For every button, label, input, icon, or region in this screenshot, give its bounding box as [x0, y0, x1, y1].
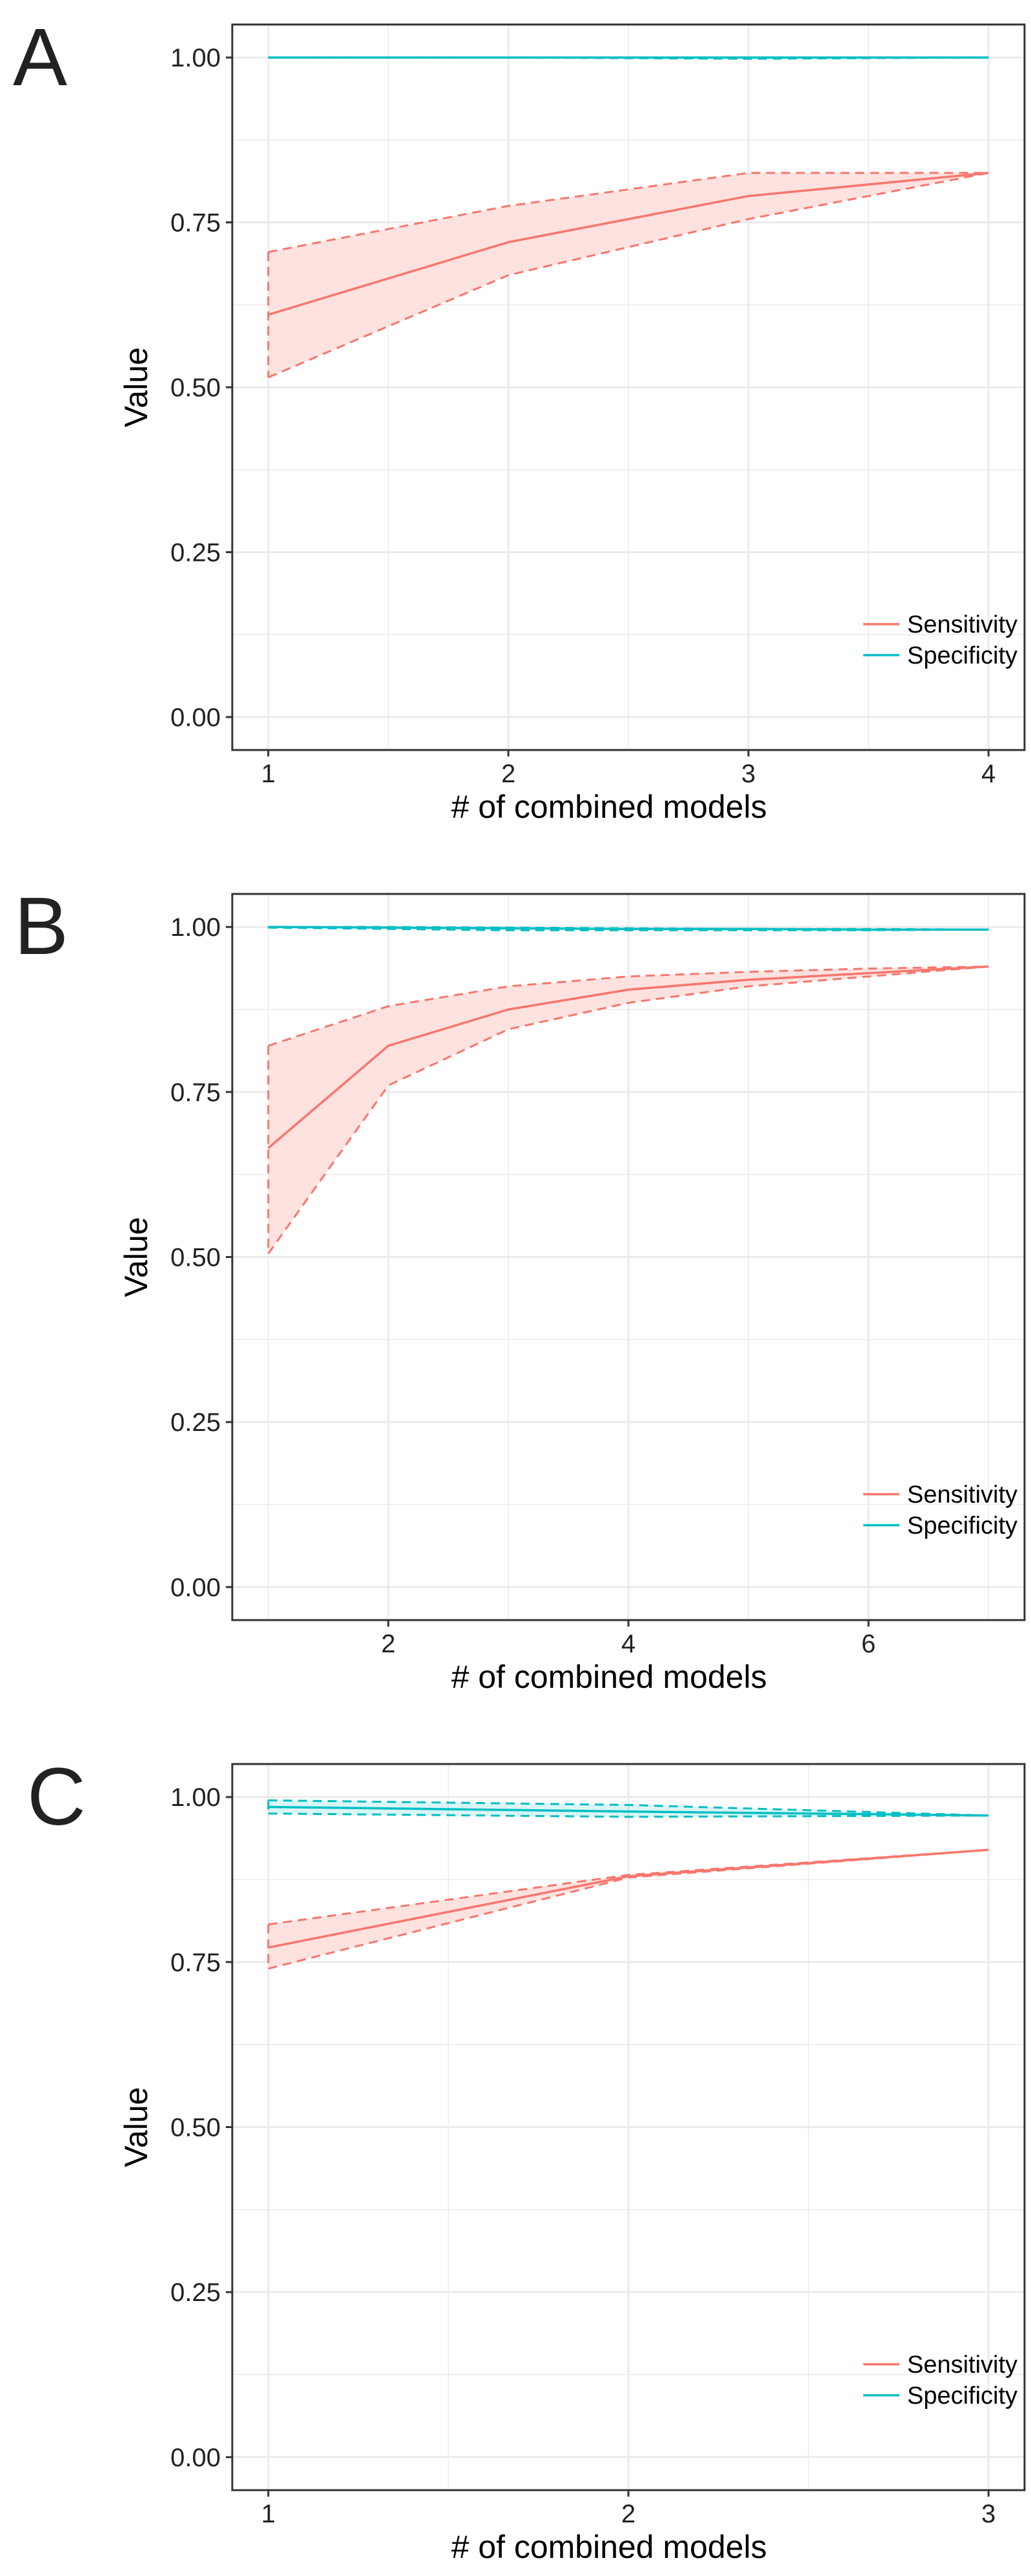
y-axis-title: Value	[118, 347, 154, 427]
specificity-point	[867, 928, 870, 931]
y-axis-title: Value	[118, 2087, 154, 2167]
specificity-point	[627, 1810, 630, 1813]
x-axis-title: # of combined models	[451, 1659, 766, 1695]
x-tick-label: 2	[621, 2500, 636, 2528]
sensitivity-point	[987, 1849, 990, 1851]
sensitivity-confidence-band	[268, 1849, 989, 1969]
sensitivity-point	[747, 195, 750, 198]
x-axis-title: # of combined models	[451, 789, 766, 825]
y-tick-label: 0.00	[170, 704, 221, 732]
y-tick-label: 1.00	[170, 44, 221, 72]
chart-panel-c: C 0.00 0.25 0.50 0.75 1.00 1 2 3 # of combined mo…	[27, 1751, 1026, 2565]
sensitivity-confidence-band	[268, 966, 989, 1254]
sensitivity-point	[267, 314, 270, 316]
sensitivity-point	[387, 1044, 390, 1047]
sensitivity-line	[267, 965, 989, 1150]
sensitivity-line	[268, 172, 989, 316]
legend-label-specificity: Specificity	[907, 642, 1017, 669]
y-tick-label: 0.25	[170, 538, 221, 567]
y-tick-label: 0.25	[170, 1408, 221, 1437]
x-tick-label: 2	[501, 760, 516, 788]
panel-letter: C	[27, 1751, 86, 1842]
specificity-line	[268, 1805, 989, 1817]
sensitivity-point	[987, 172, 990, 174]
sensitivity-point	[987, 966, 990, 968]
legend-label-specificity: Specificity	[907, 1512, 1017, 1539]
chart-panel-a: A 0.00 0.25 0.50 0.75 1.00 1 2 3 4 # of combined m…	[13, 12, 1026, 825]
y-axis-title: Value	[118, 1217, 154, 1297]
x-tick-label: 3	[981, 2500, 996, 2528]
legend-label-sensitivity: Sensitivity	[907, 2351, 1017, 2378]
specificity-point	[267, 926, 270, 928]
sensitivity-point	[507, 241, 510, 243]
panel-letter: A	[13, 12, 67, 103]
sensitivity-point	[627, 1875, 630, 1878]
sensitivity-confidence-band	[268, 172, 989, 378]
x-tick-label: 3	[741, 760, 756, 788]
specificity-point	[627, 928, 630, 930]
sensitivity-upper-bound-line	[268, 966, 989, 1047]
y-tick-label: 0.00	[170, 2444, 221, 2472]
sensitivity-lower-bound-line	[267, 966, 989, 1255]
specificity-point	[987, 56, 990, 59]
panel-letter: B	[14, 880, 68, 971]
y-tick-label: 0.75	[170, 1949, 221, 1977]
specificity-point	[387, 926, 390, 929]
sensitivity-point	[627, 988, 630, 991]
specificity-point	[507, 927, 510, 929]
y-tick-label: 0.25	[170, 2278, 221, 2307]
sensitivity-upper-bound-line	[268, 172, 989, 254]
specificity-point	[747, 928, 750, 930]
sensitivity-point	[267, 1946, 270, 1949]
sensitivity-point	[507, 1008, 510, 1011]
y-tick-label: 0.50	[170, 374, 221, 402]
sensitivity-upper-bound-line	[268, 1849, 989, 1926]
x-tick-label: 4	[981, 760, 996, 788]
sensitivity-point	[747, 979, 750, 981]
chart-panel-b: B 0.00 0.25 0.50 0.75 1.00 2 4 6 # of combined mo…	[14, 880, 1026, 1695]
y-tick-label: 0.75	[170, 209, 221, 238]
specificity-point	[507, 56, 510, 59]
y-tick-label: 1.00	[170, 1783, 221, 1812]
x-tick-label: 2	[381, 1630, 395, 1658]
x-tick-label: 4	[621, 1630, 636, 1658]
specificity-point	[267, 1805, 270, 1808]
x-axis-title: # of combined models	[451, 2529, 766, 2565]
x-tick-label: 6	[861, 1630, 876, 1658]
specificity-point	[747, 56, 750, 59]
specificity-point	[267, 56, 270, 59]
sensitivity-lower-bound-line	[268, 172, 989, 379]
y-tick-label: 0.75	[170, 1079, 221, 1107]
legend-label-sensitivity: Sensitivity	[907, 1481, 1017, 1508]
specificity-point	[987, 1814, 990, 1817]
specificity-upper-bound-line	[268, 1799, 989, 1817]
y-tick-label: 0.00	[170, 1574, 221, 1602]
specificity-point	[987, 928, 990, 931]
legend-label-sensitivity: Sensitivity	[907, 611, 1017, 638]
legend-label-specificity: Specificity	[907, 2382, 1017, 2409]
y-tick-label: 0.50	[170, 2114, 221, 2142]
y-tick-label: 1.00	[170, 913, 221, 942]
sensitivity-point	[867, 972, 870, 975]
specificity-line	[268, 926, 989, 931]
sensitivity-line	[268, 1849, 989, 1949]
specificity-lower-bound-line	[268, 1812, 989, 1818]
x-tick-label: 1	[261, 2500, 275, 2528]
y-tick-label: 0.50	[170, 1244, 221, 1272]
sensitivity-point	[267, 1147, 270, 1150]
x-tick-label: 1	[261, 760, 275, 788]
